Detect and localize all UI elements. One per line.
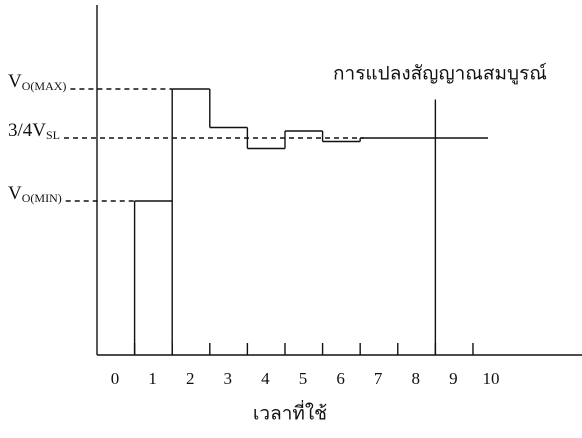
- x-tick-label: 9: [449, 369, 458, 388]
- x-tick-label: 4: [261, 369, 270, 388]
- x-axis-label: เวลาที่ใช้: [253, 399, 327, 424]
- x-tick-label: 3: [224, 369, 233, 388]
- reference-label: 3/4VSL: [8, 120, 60, 141]
- x-tick-label: 1: [148, 369, 157, 388]
- x-tick-label: 8: [412, 369, 421, 388]
- x-tick-label: 10: [482, 369, 499, 388]
- reference-label-main: V: [8, 183, 22, 204]
- chart: เวลาที่ใช้ 012345678910VO(MAX)3/4VSLVO(M…: [0, 0, 582, 438]
- reference-label: VO(MIN): [8, 183, 62, 204]
- x-tick-label: 5: [299, 369, 308, 388]
- reference-label-main: V: [8, 71, 22, 92]
- completion-label: การแปลงสัญญาณสมบูรณ์: [333, 62, 547, 84]
- x-tick-label: 0: [111, 369, 120, 388]
- reference-label: VO(MAX): [8, 71, 66, 92]
- reference-label-sub: O(MIN): [22, 191, 62, 205]
- reference-label-main: 3/4V: [8, 120, 46, 141]
- reference-label-sub: O(MAX): [22, 79, 67, 93]
- x-tick-label: 2: [186, 369, 195, 388]
- x-tick-label: 7: [374, 369, 383, 388]
- reference-label-sub: SL: [46, 128, 60, 142]
- x-tick-label: 6: [336, 369, 345, 388]
